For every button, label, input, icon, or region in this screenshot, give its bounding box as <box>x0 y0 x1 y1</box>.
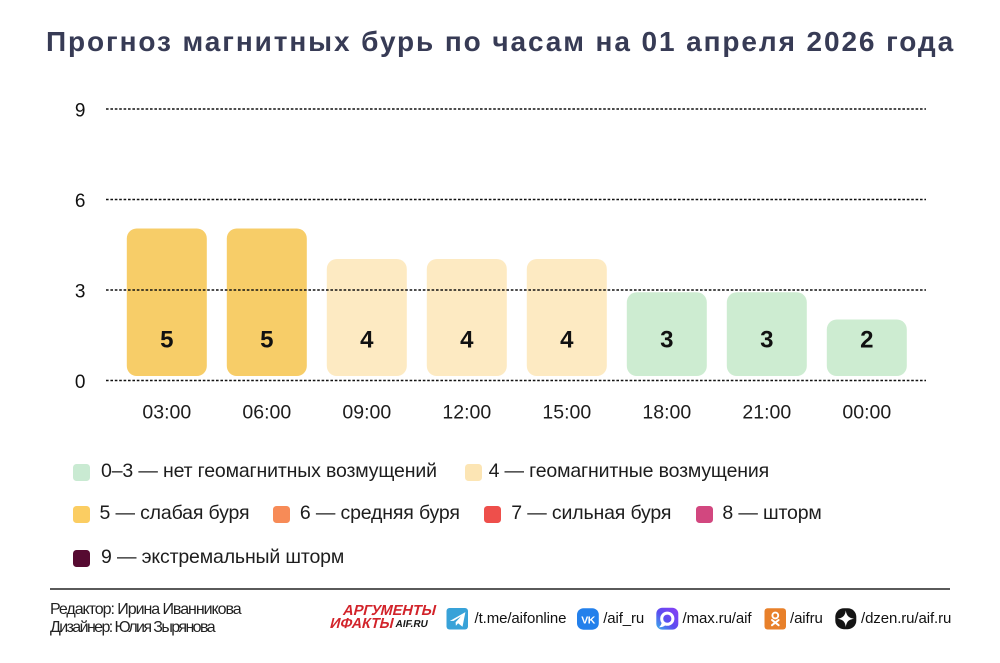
svg-text:6: 6 <box>75 191 86 212</box>
svg-text:00:00: 00:00 <box>842 402 891 424</box>
svg-text:3: 3 <box>75 282 86 303</box>
svg-text:4: 4 <box>560 327 574 354</box>
svg-text:06:00: 06:00 <box>242 402 291 424</box>
svg-text:5: 5 <box>160 327 173 354</box>
svg-text:09:00: 09:00 <box>342 402 391 424</box>
svg-text:5: 5 <box>260 327 273 354</box>
svg-text:3: 3 <box>660 327 673 354</box>
svg-text:03:00: 03:00 <box>142 402 191 424</box>
svg-text:4: 4 <box>460 327 474 354</box>
svg-text:18:00: 18:00 <box>642 402 691 424</box>
svg-text:21:00: 21:00 <box>742 402 791 424</box>
svg-text:9: 9 <box>75 101 86 122</box>
svg-text:15:00: 15:00 <box>542 402 591 424</box>
svg-text:2: 2 <box>860 327 873 354</box>
svg-text:4: 4 <box>360 327 374 354</box>
svg-text:0: 0 <box>75 372 86 393</box>
svg-text:VK: VK <box>581 614 596 626</box>
svg-text:3: 3 <box>760 327 773 354</box>
svg-text:12:00: 12:00 <box>442 402 491 424</box>
